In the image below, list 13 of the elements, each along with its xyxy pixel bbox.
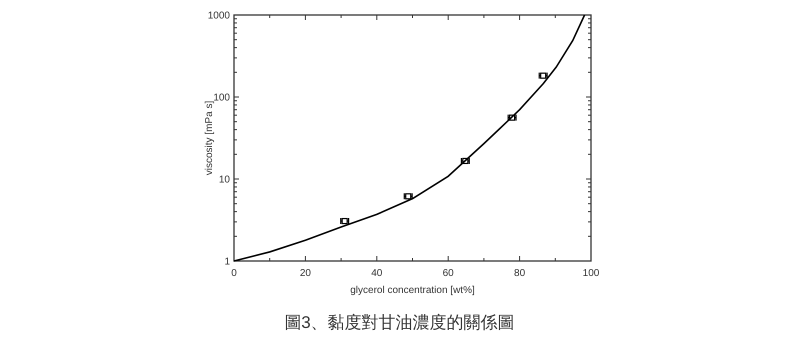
- x-axis-title: glycerol concentration [wt%]: [350, 285, 475, 296]
- x-tick-label: 100: [582, 268, 600, 279]
- x-tick-label: 20: [300, 268, 312, 279]
- y-tick-label: 100: [213, 92, 230, 104]
- y-tick-label: 10: [218, 174, 230, 186]
- y-tick-label: 1000: [208, 10, 230, 22]
- caption: 圖3、黏度對甘油濃度的關係圖: [284, 313, 515, 332]
- x-tick-label: 60: [442, 268, 454, 279]
- y-tick-label: 1: [224, 256, 230, 268]
- y-axis-title: viscosity [mPa s]: [204, 100, 215, 176]
- x-tick-label: 40: [371, 268, 383, 279]
- x-tick-label: 0: [231, 268, 238, 279]
- x-tick-label: 80: [514, 268, 526, 279]
